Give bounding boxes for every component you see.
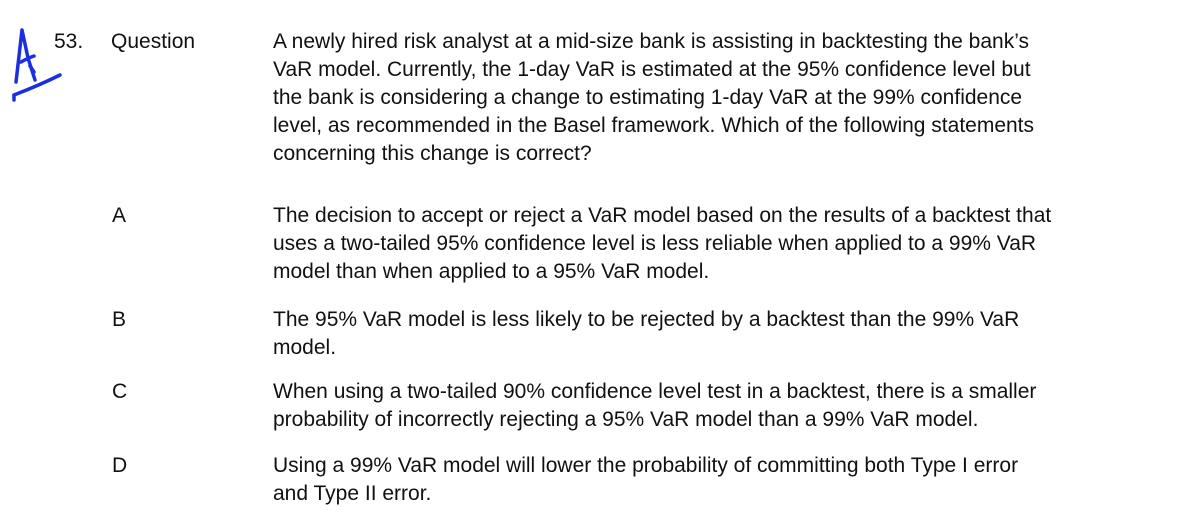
option-line: uses a two-tailed 95% confidence level i… (273, 232, 1037, 255)
question-number: 53. (54, 30, 84, 53)
question-line: the bank is considering a change to esti… (273, 86, 1023, 109)
question-text: A newly hired risk analyst at a mid-size… (273, 28, 1034, 168)
option-line: model than when applied to a 95% VaR mod… (273, 260, 710, 283)
question-line: level, as recommended in the Basel frame… (273, 114, 1035, 137)
option-c-letter: C (112, 380, 128, 403)
option-line: The decision to accept or reject a VaR m… (273, 204, 1052, 227)
option-line: model. (273, 336, 337, 359)
question-line: VaR model. Currently, the 1-day VaR is e… (273, 58, 1031, 81)
question-line: concerning this change is correct? (273, 142, 592, 165)
option-line: and Type II error. (273, 482, 432, 505)
option-line: probability of incorrectly rejecting a 9… (273, 408, 979, 431)
handwritten-answer-mark (12, 28, 62, 102)
question-label: Question (111, 30, 196, 53)
option-line: The 95% VaR model is less likely to be r… (273, 308, 1020, 331)
option-b-text: The 95% VaR model is less likely to be r… (273, 306, 1019, 362)
option-c-text: When using a two-tailed 90% confidence l… (273, 378, 1036, 434)
option-a-text: The decision to accept or reject a VaR m… (273, 202, 1051, 286)
question-line: A newly hired risk analyst at a mid-size… (273, 30, 1029, 53)
option-line: When using a two-tailed 90% confidence l… (273, 380, 1037, 403)
option-b-letter: B (112, 308, 127, 331)
option-d-letter: D (112, 454, 128, 477)
option-line: Using a 99% VaR model will lower the pro… (273, 454, 1019, 477)
option-d-text: Using a 99% VaR model will lower the pro… (273, 452, 1018, 508)
option-a-letter: A (112, 204, 127, 227)
